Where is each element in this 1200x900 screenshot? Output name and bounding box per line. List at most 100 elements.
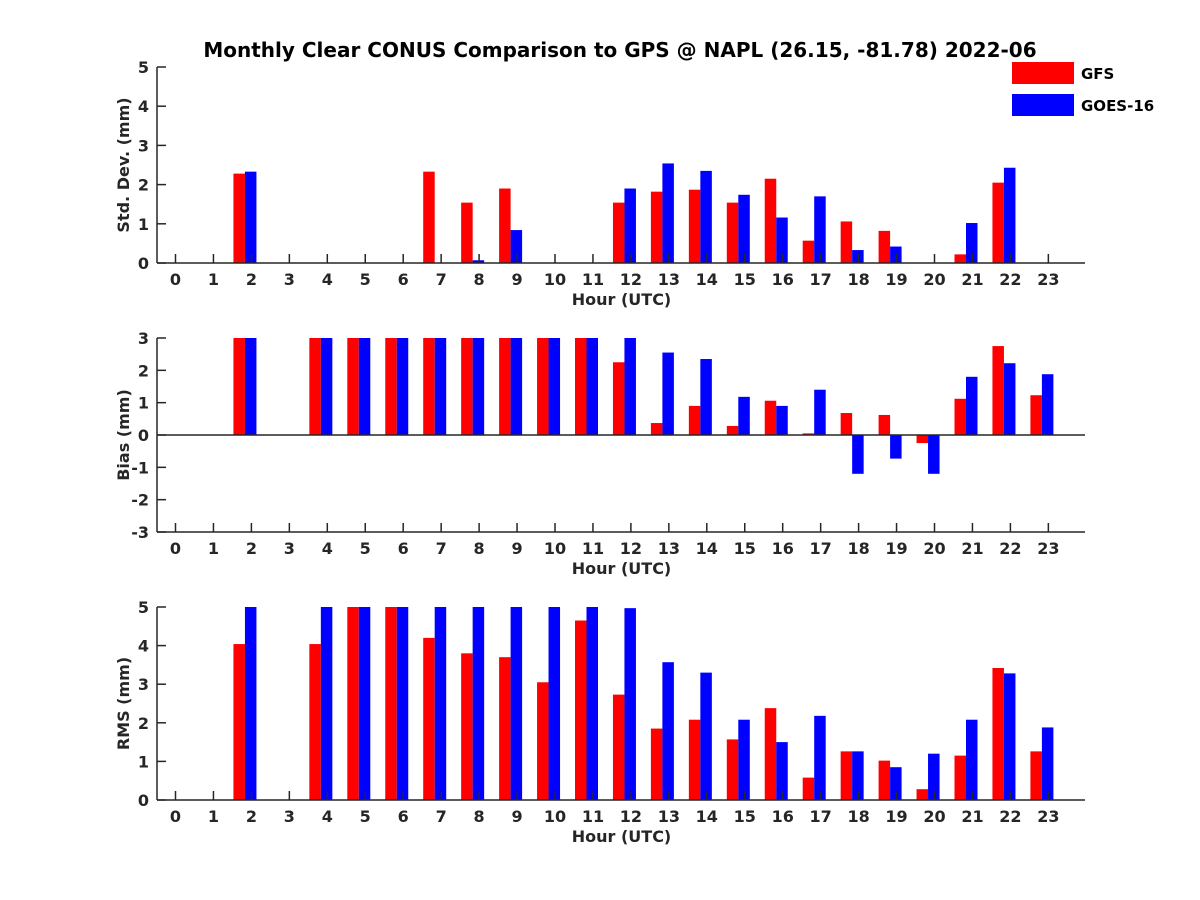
y-axis-label: RMS (mm) bbox=[114, 657, 133, 750]
bar-stddev-goes16-hour-8 bbox=[510, 230, 523, 263]
x-tick-label: 17 bbox=[810, 270, 832, 289]
x-tick-label: 2 bbox=[246, 539, 257, 558]
x-tick-label: 5 bbox=[360, 539, 371, 558]
x-tick-label: 1 bbox=[208, 539, 219, 558]
bar-bias-gfs-hour-11 bbox=[612, 362, 625, 435]
y-tick-label: 2 bbox=[138, 714, 149, 733]
bar-bias-gfs-hour-19 bbox=[916, 435, 929, 444]
y-tick-label: 3 bbox=[138, 136, 149, 155]
x-tick-label: 23 bbox=[1037, 539, 1059, 558]
bar-rms-gfs-hour-4 bbox=[347, 607, 359, 800]
bar-rms-goes16-hour-11 bbox=[624, 608, 636, 800]
x-tick-label: 1 bbox=[208, 270, 219, 289]
bar-rms-goes16-hour-5 bbox=[396, 607, 409, 800]
bar-rms-gfs-hour-20 bbox=[954, 755, 966, 800]
panel-bias: 0 1 2 3 4 5 6 7 8 9 10 11 12 13 14 15 16 17 18 19 20 21 22 23-3… bbox=[114, 329, 1085, 578]
y-tick-label: 1 bbox=[138, 215, 149, 234]
bar-rms-gfs-hour-18 bbox=[878, 760, 891, 800]
x-tick-label: 19 bbox=[885, 807, 907, 826]
bar-bias-gfs-hour-21 bbox=[992, 346, 1004, 435]
y-tick-label: -1 bbox=[131, 458, 149, 477]
x-tick-label: 15 bbox=[734, 807, 756, 826]
x-tick-label: 5 bbox=[360, 270, 371, 289]
bar-bias-gfs-hour-10 bbox=[575, 338, 587, 435]
x-tick-label: 9 bbox=[511, 539, 522, 558]
bar-rms-goes16-hour-7 bbox=[472, 607, 485, 800]
bar-rms-goes16-hour-1 bbox=[244, 607, 257, 800]
x-tick-label: 12 bbox=[620, 539, 642, 558]
x-tick-label: 4 bbox=[322, 270, 333, 289]
figure-title: Monthly Clear CONUS Comparison to GPS @ … bbox=[203, 38, 1036, 62]
bar-rms-gfs-hour-16 bbox=[802, 777, 815, 800]
x-tick-label: 19 bbox=[885, 539, 907, 558]
panel-std-dev: 0 1 2 3 4 5 6 7 8 9 10 11 12 13 14 15 16 17 18 19 20 21 22 2301… bbox=[114, 58, 1085, 309]
bar-stddev-gfs-hour-20 bbox=[954, 254, 966, 263]
bar-rms-goes16-hour-16 bbox=[814, 715, 826, 800]
x-tick-label: 0 bbox=[170, 807, 181, 826]
bar-stddev-gfs-hour-17 bbox=[840, 221, 853, 263]
bar-bias-goes16-hour-19 bbox=[928, 435, 940, 474]
y-tick-label: 1 bbox=[138, 394, 149, 413]
x-tick-label: 20 bbox=[923, 270, 945, 289]
x-tick-label: 2 bbox=[246, 807, 257, 826]
bar-bias-gfs-hour-14 bbox=[726, 425, 739, 435]
bar-rms-goes16-hour-17 bbox=[852, 751, 864, 800]
bar-bias-gfs-hour-4 bbox=[347, 338, 359, 435]
bar-bias-gfs-hour-8 bbox=[499, 338, 511, 435]
bar-bias-gfs-hour-3 bbox=[309, 338, 321, 435]
bar-rms-goes16-hour-9 bbox=[548, 607, 561, 800]
x-tick-label: 11 bbox=[582, 270, 604, 289]
x-tick-label: 13 bbox=[658, 270, 680, 289]
bar-bias-goes16-hour-11 bbox=[624, 338, 636, 435]
bar-bias-gfs-hour-22 bbox=[1030, 395, 1042, 435]
bar-bias-gfs-hour-9 bbox=[537, 338, 549, 435]
bar-rms-gfs-hour-7 bbox=[461, 653, 473, 800]
bar-bias-goes16-hour-13 bbox=[700, 359, 712, 435]
bar-rms-gfs-hour-15 bbox=[764, 708, 777, 800]
bar-stddev-gfs-hour-6 bbox=[423, 171, 435, 263]
bar-bias-gfs-hour-16 bbox=[802, 433, 815, 435]
bar-bias-gfs-hour-18 bbox=[878, 414, 891, 435]
bar-rms-goes16-hour-4 bbox=[358, 607, 371, 800]
x-tick-label: 17 bbox=[810, 539, 832, 558]
bar-stddev-goes16-hour-20 bbox=[966, 223, 978, 263]
x-tick-label: 3 bbox=[284, 807, 295, 826]
bar-rms-gfs-hour-3 bbox=[309, 644, 321, 800]
bar-stddev-gfs-hour-16 bbox=[802, 240, 815, 263]
x-tick-label: 6 bbox=[398, 539, 409, 558]
bar-bias-gfs-hour-12 bbox=[650, 423, 663, 435]
bar-stddev-gfs-hour-15 bbox=[764, 178, 777, 263]
x-tick-label: 17 bbox=[810, 807, 832, 826]
bar-stddev-gfs-hour-1 bbox=[233, 173, 245, 263]
bar-rms-gfs-hour-11 bbox=[612, 694, 625, 800]
y-axis-label: Std. Dev. (mm) bbox=[114, 97, 133, 232]
bar-stddev-goes16-hour-16 bbox=[814, 196, 826, 263]
bar-bias-goes16-hour-7 bbox=[472, 338, 485, 435]
x-tick-label: 22 bbox=[999, 807, 1021, 826]
bar-stddev-gfs-hour-8 bbox=[499, 188, 511, 263]
bar-bias-gfs-hour-20 bbox=[954, 398, 966, 435]
bar-stddev-gfs-hour-18 bbox=[878, 230, 891, 263]
bar-rms-goes16-hour-19 bbox=[928, 753, 940, 800]
x-tick-label: 7 bbox=[436, 539, 447, 558]
y-tick-label: 2 bbox=[138, 361, 149, 380]
bar-bias-goes16-hour-20 bbox=[966, 376, 978, 435]
x-tick-label: 6 bbox=[398, 807, 409, 826]
bar-rms-goes16-hour-3 bbox=[320, 607, 333, 800]
x-tick-label: 20 bbox=[923, 539, 945, 558]
x-tick-label: 20 bbox=[923, 807, 945, 826]
x-tick-label: 2 bbox=[246, 270, 257, 289]
bar-rms-goes16-hour-12 bbox=[662, 662, 674, 800]
bar-bias-gfs-hour-6 bbox=[423, 338, 435, 435]
bar-bias-gfs-hour-7 bbox=[461, 338, 473, 435]
y-tick-label: -3 bbox=[131, 523, 149, 542]
y-tick-label: 2 bbox=[138, 176, 149, 195]
bar-bias-goes16-hour-18 bbox=[890, 435, 902, 459]
bar-bias-goes16-hour-4 bbox=[358, 338, 371, 435]
bar-bias-goes16-hour-16 bbox=[814, 389, 826, 435]
x-tick-label: 21 bbox=[961, 807, 983, 826]
legend: GFS GOES-16 bbox=[1012, 62, 1154, 116]
x-tick-label: 11 bbox=[582, 807, 604, 826]
x-axis-label: Hour (UTC) bbox=[572, 559, 672, 578]
